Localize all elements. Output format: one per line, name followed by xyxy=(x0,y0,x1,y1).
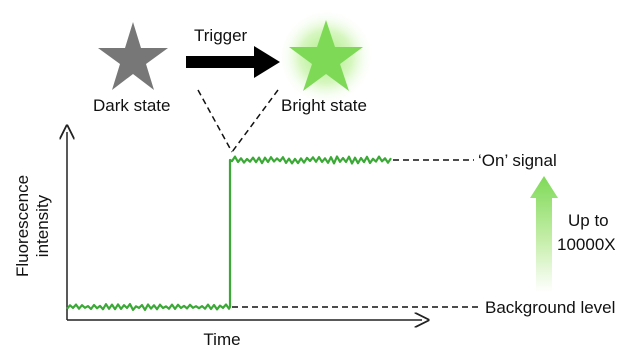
on-signal-label: ‘On’ signal xyxy=(478,151,557,170)
background-level-label: Background level xyxy=(485,298,615,317)
y-axis-label-line1: Fluorescence xyxy=(13,175,32,277)
arrow-right-icon xyxy=(186,46,280,78)
enhancement-line2: 10000X xyxy=(557,235,616,254)
enhancement-line1: Up to xyxy=(568,211,609,230)
zoom-line-right xyxy=(231,89,279,153)
y-axis-label: Fluorescence intensity xyxy=(13,175,52,277)
signal-trace xyxy=(66,155,392,311)
dark-state-label: Dark state xyxy=(93,96,170,115)
dark-star-icon xyxy=(98,22,168,90)
y-axis-label-line2: intensity xyxy=(33,194,52,257)
zoom-line-left xyxy=(197,89,233,153)
arrow-up-icon xyxy=(530,176,558,292)
x-axis-label: Time xyxy=(203,330,240,349)
bright-state-label: Bright state xyxy=(281,96,367,115)
trigger-label: Trigger xyxy=(194,26,248,45)
bright-star-icon xyxy=(289,20,363,91)
